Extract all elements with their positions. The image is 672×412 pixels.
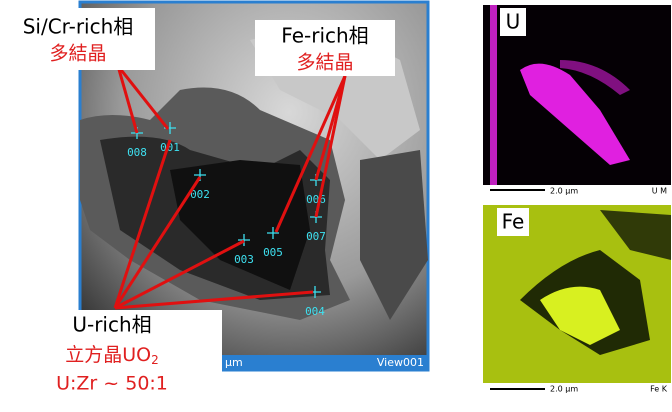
point-label: 007	[306, 230, 326, 243]
view-label: View001	[377, 356, 424, 369]
crosshair	[267, 227, 279, 239]
u-crystal-sub: 2	[151, 353, 159, 367]
map-scale: 2.0 μm	[550, 187, 578, 196]
fe-note: 多結晶	[296, 52, 353, 74]
point-label: 003	[234, 253, 254, 266]
map-element: U	[506, 10, 521, 34]
u-box	[20, 310, 222, 402]
fe-map: Fe 2.0 μm Fe K	[483, 205, 671, 395]
map-line: Fe K	[650, 385, 668, 394]
point-label: 002	[190, 188, 210, 201]
u-crystal-text: 立方晶UO	[65, 344, 151, 366]
crosshair	[238, 234, 250, 246]
u-crystal: 立方晶UO2	[65, 344, 159, 367]
point-label: 006	[306, 193, 326, 206]
si-cr-note: 多結晶	[49, 43, 106, 65]
point-label: 005	[263, 246, 283, 259]
map-element: Fe	[502, 210, 525, 234]
scale-label: μm	[225, 356, 243, 369]
leader-lines	[113, 65, 347, 310]
u-ratio: U:Zr ~ 50:1	[56, 373, 168, 395]
point-label: 004	[305, 305, 325, 318]
map-line: U M	[652, 187, 667, 196]
fe-title: Fe-rich相	[281, 24, 368, 48]
si-cr-box	[0, 8, 155, 70]
point-label: 008	[127, 146, 147, 159]
map-scale: 2.0 μm	[550, 385, 578, 394]
u-map: U 2.0 μm U M	[483, 5, 671, 197]
si-cr-title: Si/Cr-rich相	[23, 15, 134, 39]
u-title: U-rich相	[72, 313, 151, 337]
fe-box	[255, 20, 395, 76]
